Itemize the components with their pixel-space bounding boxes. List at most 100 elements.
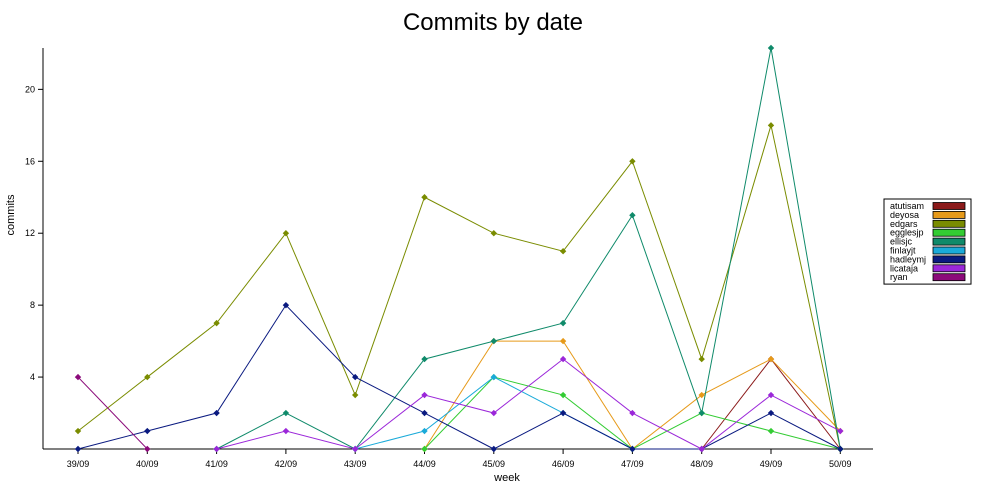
- series-ellisjc: [213, 44, 844, 453]
- data-point: [213, 409, 220, 417]
- data-point: [490, 445, 497, 453]
- x-tick-label: 46/09: [552, 459, 575, 469]
- series-line: [216, 47, 841, 450]
- data-point: [767, 409, 775, 417]
- series-hadleymj: [74, 301, 844, 453]
- data-point: [421, 445, 428, 453]
- data-point: [629, 158, 636, 165]
- data-point: [767, 122, 775, 129]
- data-point: [282, 409, 290, 417]
- data-point: [698, 391, 705, 399]
- legend-swatch: [932, 237, 966, 246]
- axes: 4 8 12 16 20 39/09 40/09 41/09 42/09 43/09 44/09 45…: [25, 48, 873, 469]
- legend-swatch: [932, 202, 966, 210]
- legend: atutisamdeyosaedgarsegglesjpellisjcfinla…: [883, 198, 972, 285]
- data-point: [767, 391, 775, 399]
- legend-swatch: [932, 210, 966, 219]
- x-tick-label: 42/09: [275, 459, 298, 469]
- x-tick-label: 50/09: [829, 459, 852, 469]
- series-edgars: [74, 122, 844, 453]
- data-point: [74, 373, 82, 381]
- legend-swatch: [932, 219, 966, 228]
- legend-swatch: [932, 246, 966, 255]
- data-point: [421, 391, 428, 399]
- data-point: [213, 445, 220, 453]
- data-point: [490, 337, 497, 345]
- data-point: [629, 409, 636, 417]
- data-point: [698, 445, 705, 453]
- legend-swatch: [932, 255, 966, 264]
- y-tick-label: 8: [30, 300, 35, 310]
- series-line: [77, 376, 148, 450]
- data-point: [213, 319, 220, 327]
- data-point: [559, 409, 567, 417]
- data-point: [74, 427, 82, 435]
- x-tick-label: 48/09: [690, 459, 713, 469]
- legend-swatch: [932, 228, 966, 237]
- y-axis-label: commits: [5, 194, 17, 235]
- data-point: [352, 445, 359, 453]
- series-layer: [74, 44, 844, 453]
- x-tick-label: 45/09: [483, 459, 506, 469]
- data-point: [282, 301, 290, 309]
- data-point: [629, 212, 636, 219]
- data-point: [490, 230, 497, 237]
- data-point: [74, 445, 82, 453]
- series-line: [77, 125, 841, 450]
- series-line: [701, 358, 841, 450]
- data-point: [767, 44, 775, 52]
- x-tick-label: 44/09: [413, 459, 436, 469]
- legend-label: deyosa: [890, 210, 919, 220]
- data-point: [559, 337, 567, 345]
- legend-label: atutisam: [890, 201, 924, 211]
- data-point: [421, 355, 428, 363]
- data-point: [490, 409, 497, 417]
- data-point: [144, 373, 151, 381]
- legend-swatch: [932, 273, 966, 282]
- legend-label: finlayjt: [890, 246, 916, 256]
- y-tick-label: 20: [25, 84, 35, 94]
- chart-title: Commits by date: [403, 9, 583, 36]
- series-deyosa: [421, 337, 844, 453]
- legend-label: ellisjc: [890, 237, 913, 247]
- x-tick-label: 40/09: [136, 459, 159, 469]
- legend-label: hadleymj: [890, 254, 926, 264]
- data-point: [144, 445, 151, 453]
- data-point: [559, 247, 567, 255]
- data-point: [421, 194, 428, 201]
- data-point: [559, 319, 567, 327]
- data-point: [837, 445, 844, 453]
- data-point: [559, 391, 567, 399]
- y-tick-label: 16: [25, 156, 35, 166]
- data-point: [421, 427, 428, 435]
- legend-swatch: [932, 264, 966, 273]
- data-point: [352, 391, 359, 399]
- data-point: [698, 355, 705, 363]
- data-point: [490, 373, 497, 381]
- data-point: [352, 373, 359, 381]
- x-tick-label: 39/09: [67, 459, 90, 469]
- data-point: [837, 427, 844, 435]
- data-point: [421, 409, 428, 417]
- x-tick-label: 49/09: [760, 459, 783, 469]
- series-line: [77, 304, 841, 450]
- data-point: [767, 355, 775, 363]
- x-tick-label: 41/09: [205, 459, 228, 469]
- series-atutisam: [698, 355, 844, 453]
- legend-label: egglesjp: [890, 228, 924, 238]
- legend-label: edgars: [890, 219, 918, 229]
- data-point: [282, 427, 290, 435]
- series-licataja: [213, 355, 844, 453]
- series-ryan: [74, 373, 151, 453]
- data-point: [144, 427, 151, 435]
- data-point: [767, 427, 775, 435]
- x-tick-label: 47/09: [621, 459, 644, 469]
- data-point: [698, 409, 705, 417]
- x-axis-label: week: [493, 472, 520, 484]
- x-tick-label: 43/09: [344, 459, 367, 469]
- data-point: [629, 445, 636, 453]
- series-line: [216, 358, 841, 450]
- legend-label: ryan: [890, 272, 908, 282]
- y-tick-label: 4: [30, 372, 35, 382]
- data-point: [282, 230, 290, 237]
